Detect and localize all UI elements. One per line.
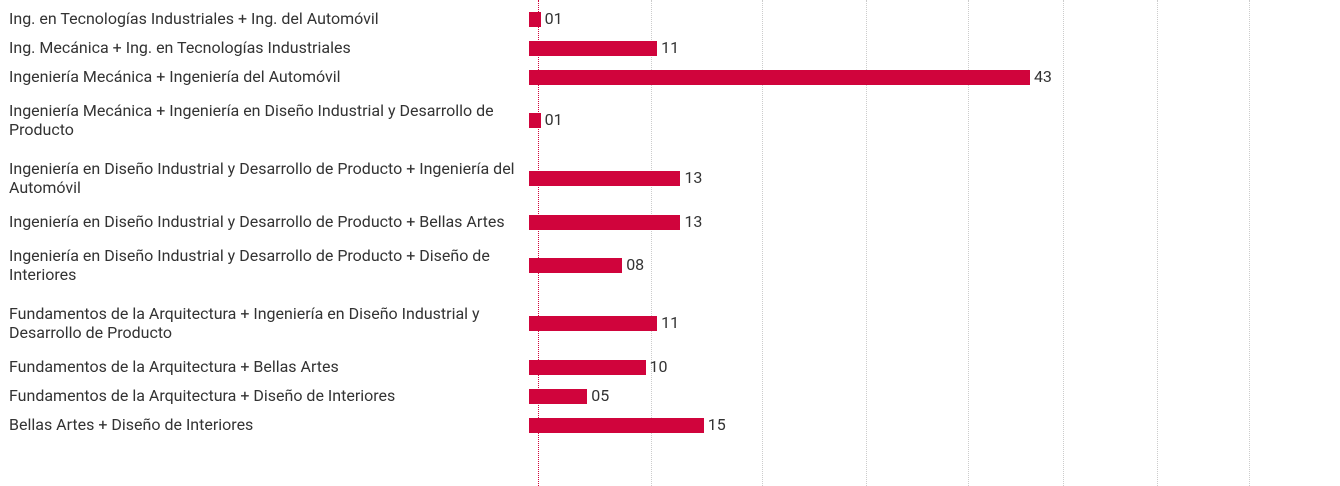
row: Ingeniería en Diseño Industrial y Desarr… — [0, 236, 1340, 294]
row: Ingeniería Mecánica + Ingeniería en Dise… — [0, 91, 1340, 149]
bar — [529, 316, 658, 331]
category-label: Fundamentos de la Arquitectura + Ingenie… — [9, 304, 480, 342]
data-label: 13 — [684, 168, 703, 187]
grid-line — [1157, 0, 1158, 486]
row: Fundamentos de la Arquitectura + Ingenie… — [0, 294, 1340, 352]
data-label: 15 — [707, 414, 726, 434]
data-label: 11 — [661, 37, 680, 57]
row: Fundamentos de la Arquitectura + Diseño … — [0, 381, 1340, 410]
data-label: 08 — [626, 255, 645, 274]
data-label: 13 — [684, 211, 703, 231]
axis-line — [538, 0, 539, 486]
grid-line — [968, 0, 969, 486]
bar-area: 11 — [529, 313, 1340, 333]
grid-line — [1249, 0, 1250, 486]
data-label: 43 — [1033, 66, 1052, 86]
category-label: Bellas Artes + Diseño de Interiores — [9, 415, 254, 434]
bar-area: 01 — [529, 110, 1340, 130]
category-label: Fundamentos de la Arquitectura + Diseño … — [9, 386, 396, 405]
data-label: 01 — [544, 8, 563, 28]
bar — [529, 113, 541, 128]
bar — [529, 258, 623, 273]
category-label: Ing. en Tecnologías Industriales + Ing. … — [9, 9, 379, 28]
bar — [529, 11, 541, 27]
bar — [529, 40, 658, 56]
category-label: Fundamentos de la Arquitectura + Bellas … — [9, 357, 339, 376]
bar-area: 13 — [529, 212, 1340, 232]
bar-area: 05 — [529, 386, 1340, 406]
category-label: Ingeniería Mecánica + Ingeniería del Aut… — [9, 67, 341, 86]
data-label: 01 — [544, 110, 563, 129]
bar-area: 10 — [529, 357, 1340, 377]
row: Bellas Artes + Diseño de Interiores 15 — [0, 410, 1340, 439]
row: Ingeniería Mecánica + Ingeniería del Aut… — [0, 62, 1340, 91]
row: Ingeniería en Diseño Industrial y Desarr… — [0, 149, 1340, 207]
grid-line — [866, 0, 867, 486]
row: Ing. Mecánica + Ing. en Tecnologías Indu… — [0, 33, 1340, 62]
bar-area: 08 — [529, 255, 1340, 275]
bar — [529, 171, 681, 186]
data-label: 10 — [649, 356, 668, 376]
bar — [529, 388, 588, 404]
category-label: Ingeniería en Diseño Industrial y Desarr… — [9, 212, 505, 231]
rows: Ing. en Tecnologías Industriales + Ing. … — [0, 4, 1340, 439]
category-label: Ingeniería en Diseño Industrial y Desarr… — [9, 159, 515, 197]
grid-line — [762, 0, 763, 486]
row: Ing. en Tecnologías Industriales + Ing. … — [0, 4, 1340, 33]
bar — [529, 359, 646, 375]
category-label: Ingeniería Mecánica + Ingeniería en Dise… — [9, 101, 494, 139]
bar-area: 15 — [529, 415, 1340, 435]
category-label: Ing. Mecánica + Ing. en Tecnologías Indu… — [9, 38, 351, 57]
bar-area: 13 — [529, 168, 1340, 188]
data-label: 05 — [591, 385, 610, 405]
row: Fundamentos de la Arquitectura + Bellas … — [0, 352, 1340, 381]
grid-line — [651, 0, 652, 486]
row: Ingeniería en Diseño Industrial y Desarr… — [0, 207, 1340, 236]
bar-area: 11 — [529, 38, 1340, 58]
data-label: 11 — [661, 313, 680, 332]
bar — [529, 69, 1030, 85]
bar-area: 01 — [529, 9, 1340, 29]
bar-area: 43 — [529, 67, 1340, 87]
bar — [529, 214, 681, 230]
bar — [529, 417, 704, 433]
category-label: Ingeniería en Diseño Industrial y Desarr… — [9, 246, 490, 284]
grid-line — [1063, 0, 1064, 486]
